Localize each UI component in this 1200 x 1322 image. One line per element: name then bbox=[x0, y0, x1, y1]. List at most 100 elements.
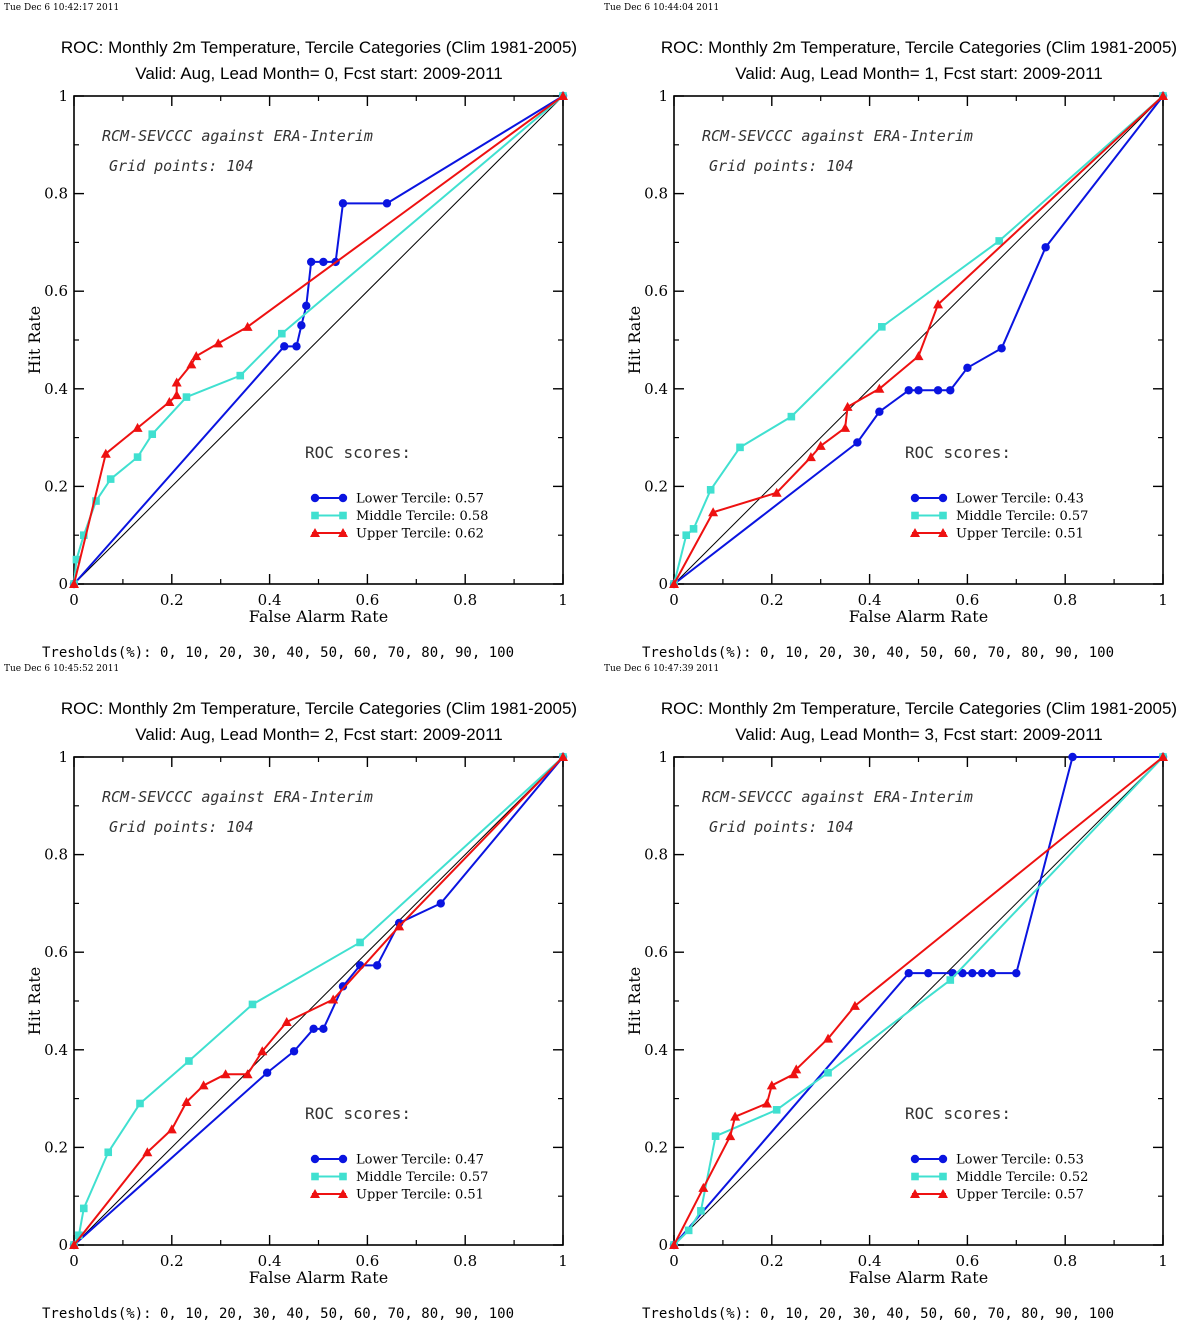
legend-label: Middle Tercile: 0.58 bbox=[356, 509, 488, 524]
data-point bbox=[292, 342, 301, 351]
data-point bbox=[761, 1098, 772, 1108]
y-tick-label: 0.6 bbox=[644, 282, 668, 300]
data-point bbox=[319, 257, 328, 267]
data-point bbox=[788, 1069, 799, 1079]
data-point bbox=[787, 412, 796, 421]
data-point bbox=[198, 1080, 209, 1090]
legend-marker bbox=[939, 511, 947, 520]
x-tick-label: 0.8 bbox=[1053, 591, 1077, 609]
legend-label: Lower Tercile: 0.43 bbox=[956, 492, 1084, 507]
legend-entry: Lower Tercile: 0.43 bbox=[910, 492, 1084, 507]
y-tick-label: 0.6 bbox=[44, 943, 68, 961]
data-point bbox=[697, 1207, 705, 1215]
legend-label: Middle Tercile: 0.57 bbox=[956, 509, 1088, 524]
x-tick-label: 0.6 bbox=[955, 591, 979, 609]
data-point bbox=[842, 401, 853, 411]
y-tick-label: 0 bbox=[658, 1236, 668, 1254]
annotation-source: RCM-SEVCCC against ERA-Interim bbox=[702, 788, 973, 806]
data-point bbox=[1158, 91, 1168, 100]
legend-entry: Middle Tercile: 0.57 bbox=[911, 509, 1088, 524]
x-tick-label: 0 bbox=[669, 1252, 679, 1270]
roc-scores-heading: ROC scores: bbox=[305, 443, 411, 462]
data-point bbox=[106, 475, 115, 483]
data-point bbox=[171, 377, 182, 387]
x-tick-label: 0.4 bbox=[258, 1252, 282, 1270]
thresholds-text: Tresholds(%): 0, 10, 20, 30, 40, 50, 60,… bbox=[42, 645, 514, 661]
y-tick-label: 0.8 bbox=[44, 846, 68, 864]
roc-scores-heading: ROC scores: bbox=[305, 1104, 411, 1123]
data-point bbox=[289, 1047, 299, 1056]
y-tick-label: 0 bbox=[658, 575, 668, 593]
data-point bbox=[904, 386, 913, 395]
x-tick-label: 0.4 bbox=[858, 1252, 882, 1270]
legend-label: Middle Tercile: 0.52 bbox=[956, 1170, 1088, 1185]
y-tick-label: 0.2 bbox=[44, 1138, 68, 1156]
legend-marker bbox=[339, 511, 347, 520]
annotation-source: RCM-SEVCCC against ERA-Interim bbox=[102, 127, 373, 145]
y-tick-label: 1 bbox=[58, 87, 68, 105]
data-point bbox=[182, 393, 191, 401]
data-point bbox=[257, 1046, 268, 1056]
data-point bbox=[558, 752, 568, 761]
legend-marker bbox=[938, 1189, 948, 1198]
annotation-grid-points: Grid points: 104 bbox=[109, 157, 254, 175]
data-point bbox=[72, 555, 81, 564]
data-point bbox=[382, 199, 392, 208]
data-point bbox=[684, 1226, 693, 1235]
data-point bbox=[933, 299, 944, 309]
timestamp: Tue Dec 6 10:44:04 2011 bbox=[604, 3, 719, 13]
data-point bbox=[558, 91, 568, 100]
legend-label: Middle Tercile: 0.57 bbox=[356, 1170, 488, 1185]
x-tick-label: 0.4 bbox=[858, 591, 882, 609]
data-point bbox=[181, 1097, 192, 1107]
x-tick-label: 0 bbox=[69, 591, 79, 609]
legend-marker bbox=[338, 1154, 348, 1164]
data-point bbox=[706, 486, 715, 494]
series-upper-tercile bbox=[69, 91, 568, 588]
data-point bbox=[136, 1099, 144, 1108]
chart-title: ROC: Monthly 2m Temperature, Tercile Cat… bbox=[661, 38, 1177, 57]
data-point bbox=[708, 507, 719, 517]
legend-entry: Upper Tercile: 0.57 bbox=[910, 1188, 1084, 1203]
legend-label: Lower Tercile: 0.53 bbox=[956, 1153, 1084, 1168]
data-point bbox=[771, 487, 782, 497]
chart-title: ROC: Monthly 2m Temperature, Tercile Cat… bbox=[61, 699, 577, 718]
data-point bbox=[242, 1069, 253, 1079]
data-point bbox=[878, 323, 886, 331]
timestamp: Tue Dec 6 10:42:17 2011 bbox=[4, 3, 119, 13]
legend-marker bbox=[938, 493, 948, 503]
data-point bbox=[1012, 968, 1021, 978]
data-point bbox=[262, 1068, 272, 1077]
y-tick-label: 0.8 bbox=[44, 185, 68, 203]
chart-subtitle: Valid: Aug, Lead Month= 1, Fcst start: 2… bbox=[735, 64, 1102, 83]
data-point bbox=[669, 1240, 679, 1249]
x-tick-label: 0.8 bbox=[453, 1252, 477, 1270]
roc-panel-4: Tue Dec 6 10:47:39 2011 ROC: Monthly 2m T… bbox=[604, 664, 1177, 1322]
legend-marker bbox=[311, 511, 319, 520]
legend-marker bbox=[310, 528, 320, 537]
data-point bbox=[913, 351, 924, 361]
data-point bbox=[791, 1064, 802, 1074]
y-tick-label: 0.6 bbox=[44, 282, 68, 300]
y-tick-label: 0.8 bbox=[644, 846, 668, 864]
legend-marker bbox=[910, 1189, 920, 1198]
data-point bbox=[164, 396, 175, 406]
no-skill-diagonal bbox=[73, 95, 564, 585]
chart-title: ROC: Monthly 2m Temperature, Tercile Cat… bbox=[61, 38, 577, 57]
data-point bbox=[682, 531, 691, 539]
x-tick-label: 0.2 bbox=[760, 1252, 784, 1270]
roc-panel-3: Tue Dec 6 10:45:52 2011 ROC: Monthly 2m T… bbox=[4, 664, 577, 1322]
chart-subtitle: Valid: Aug, Lead Month= 3, Fcst start: 2… bbox=[735, 725, 1102, 744]
thresholds-text: Tresholds(%): 0, 10, 20, 30, 40, 50, 60,… bbox=[642, 1306, 1114, 1322]
data-point bbox=[933, 386, 943, 395]
y-axis-label: Hit Rate bbox=[625, 306, 644, 374]
annotation-grid-points: Grid points: 104 bbox=[709, 157, 854, 175]
x-tick-label: 0.8 bbox=[453, 591, 477, 609]
legend-marker bbox=[910, 493, 920, 503]
data-point bbox=[213, 338, 224, 348]
legend-entry: Upper Tercile: 0.51 bbox=[310, 1188, 484, 1203]
legend-label: Lower Tercile: 0.57 bbox=[356, 492, 484, 507]
x-axis-label: False Alarm Rate bbox=[249, 607, 388, 626]
series-upper-tercile bbox=[669, 91, 1168, 588]
